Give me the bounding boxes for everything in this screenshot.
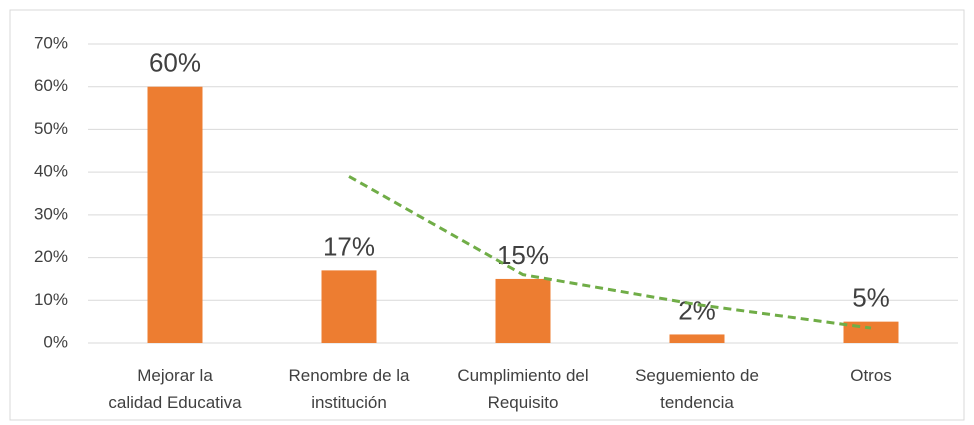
x-tick-label: Cumplimiento del Requisito (457, 366, 589, 412)
data-label: 60% (149, 48, 201, 78)
y-tick-label: 10% (34, 290, 68, 309)
y-tick-label: 20% (34, 247, 68, 266)
data-label: 15% (497, 240, 549, 270)
bar (321, 270, 377, 343)
y-tick-label: 70% (34, 33, 68, 52)
y-tick-label: 50% (34, 119, 68, 138)
x-tick-label: Mejorar la calidad Educativa (108, 366, 242, 412)
y-tick-label: 40% (34, 162, 68, 181)
x-tick-label: Renombre de la institución (288, 366, 410, 412)
bar (147, 86, 203, 343)
y-tick-label: 0% (43, 332, 68, 351)
y-tick-label: 60% (34, 76, 68, 95)
bar (843, 321, 899, 343)
data-label: 17% (323, 231, 375, 261)
bar (669, 334, 725, 343)
chart-border (9, 9, 965, 421)
data-label: 2% (678, 295, 716, 325)
bar (495, 278, 551, 343)
x-tick-label: Seguemiento de tendencia (635, 366, 759, 412)
data-label: 5% (852, 283, 890, 313)
x-tick-label: Otros (850, 366, 892, 385)
trendline (348, 175, 872, 330)
y-tick-label: 30% (34, 204, 68, 223)
